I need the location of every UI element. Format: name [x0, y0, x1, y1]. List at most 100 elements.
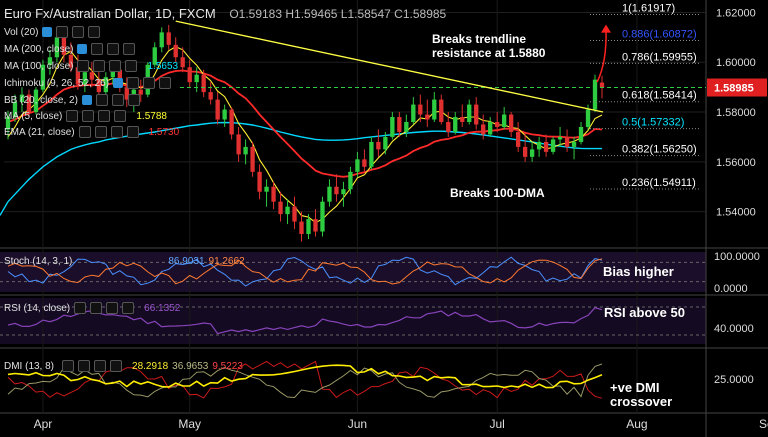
- candle-body: [550, 139, 556, 152]
- candle-body: [446, 122, 451, 132]
- open-value: O1.59183: [229, 7, 283, 21]
- indicator-vol-0[interactable]: Vol (20): [4, 26, 101, 38]
- settings-icon[interactable]: [56, 26, 69, 38]
- indicator-ichimoku-3[interactable]: Ichimoku (9, 26, 52, 26): [4, 77, 172, 89]
- candle-body: [355, 159, 360, 172]
- stoch-annotation: Bias higher: [603, 264, 674, 279]
- indicator-label: EMA (21, close): [4, 126, 75, 138]
- candle-body: [522, 146, 528, 157]
- candle-body: [110, 69, 115, 78]
- settings-icon[interactable]: [107, 43, 120, 55]
- fib-label: 1(1.61917): [622, 3, 675, 15]
- settings-icon[interactable]: [127, 77, 140, 89]
- indicator-bb-4[interactable]: BB (20, close, 2): [4, 94, 140, 106]
- settings-icon[interactable]: [82, 110, 95, 122]
- settings-icon[interactable]: [114, 110, 127, 122]
- candle-body: [585, 109, 591, 127]
- candle-body: [515, 131, 521, 147]
- stoch-label[interactable]: Stoch (14, 3, 1) 86.9031 91.2662: [4, 256, 245, 267]
- indicator-label: MA (100, close): [4, 60, 74, 72]
- candle-body: [397, 117, 402, 132]
- candle-body: [578, 126, 584, 142]
- ma100-line-start: [0, 201, 9, 216]
- candle-body: [362, 159, 367, 167]
- settings-icon[interactable]: [127, 94, 140, 106]
- settings-icon[interactable]: [126, 126, 139, 138]
- stoch-d-line: [7, 258, 603, 285]
- x-tick-label: Aug: [626, 417, 647, 431]
- candle-body: [495, 122, 500, 127]
- candle-body: [285, 206, 290, 215]
- candle-body: [529, 149, 535, 157]
- candle-body: [501, 114, 507, 127]
- trendline-annotation: Breaks trendline resistance at 1.5880: [432, 32, 546, 60]
- indicator-ma-2[interactable]: MA (100, close) 1.5653: [4, 60, 178, 72]
- candle-body: [215, 99, 220, 120]
- settings-icon[interactable]: [125, 60, 138, 72]
- low-value: L1.58547: [340, 7, 391, 21]
- stoch-k-value: 86.9031: [168, 256, 205, 267]
- indicator-ma-1[interactable]: MA (200, close): [4, 43, 136, 55]
- settings-icon[interactable]: [94, 126, 107, 138]
- candle-body: [82, 72, 88, 85]
- candle-body: [54, 37, 60, 58]
- eye-icon[interactable]: [77, 60, 90, 72]
- candle-body: [152, 47, 157, 65]
- candle-body: [341, 189, 346, 195]
- candle-body: [453, 117, 458, 132]
- symbol-title[interactable]: Euro Fx/Australian Dollar, 1D, FXCM: [4, 6, 216, 21]
- settings-icon[interactable]: [91, 43, 104, 55]
- candle-body: [564, 136, 570, 147]
- candle-body: [159, 32, 164, 48]
- dmi-plus-value: 36.9653: [172, 360, 209, 372]
- dmi-label[interactable]: DMI (13, 8) 28.2918 36.9653 9.5223: [4, 360, 243, 372]
- settings-icon[interactable]: [123, 43, 136, 55]
- eye-icon[interactable]: [78, 126, 91, 138]
- settings-icon[interactable]: [93, 60, 106, 72]
- indicator-label: BB (20, close, 2): [4, 94, 78, 106]
- dmi-adx-line: [7, 364, 603, 389]
- eye-icon[interactable]: [113, 78, 124, 88]
- settings-icon[interactable]: [159, 77, 172, 89]
- trendline: [175, 20, 604, 113]
- candle-body: [432, 99, 437, 120]
- rsi-label[interactable]: RSI (14, close) 66.1352: [4, 302, 181, 314]
- eye-icon[interactable]: [81, 95, 92, 105]
- rsi-annotation: RSI above 50: [604, 305, 685, 320]
- settings-icon[interactable]: [88, 26, 101, 38]
- eye-icon[interactable]: [42, 27, 53, 37]
- indicator-value: 1.5730: [148, 126, 180, 138]
- settings-icon[interactable]: [143, 77, 156, 89]
- settings-icon[interactable]: [110, 126, 123, 138]
- eye-icon[interactable]: [66, 110, 79, 122]
- indicator-ma-5[interactable]: MA (5, close) 1.5788: [4, 110, 167, 122]
- last-price-label: 1.58985: [714, 83, 754, 95]
- settings-icon[interactable]: [98, 110, 111, 122]
- candle-body: [75, 67, 81, 85]
- x-tick-label: Apr: [34, 417, 53, 431]
- settings-icon[interactable]: [95, 94, 108, 106]
- candle-body: [376, 141, 381, 150]
- stoch-k-line: [7, 256, 603, 287]
- candle-body: [488, 122, 493, 135]
- candle-body: [68, 54, 74, 68]
- eye-icon[interactable]: [77, 44, 88, 54]
- close-value: C1.58985: [394, 7, 447, 21]
- indicator-ema-6[interactable]: EMA (21, close) 1.5730: [4, 126, 179, 138]
- candle-body: [592, 79, 598, 110]
- settings-icon[interactable]: [72, 26, 85, 38]
- candle-body: [194, 74, 199, 83]
- candle-body: [467, 104, 472, 122]
- indicator-label: Ichimoku (9, 26, 52, 26): [4, 77, 110, 89]
- candle-body: [173, 44, 178, 58]
- settings-icon[interactable]: [111, 94, 124, 106]
- candle-body: [201, 74, 206, 93]
- candle-body: [299, 221, 304, 235]
- candle-body: [180, 57, 185, 68]
- dmi-annotation: +ve DMI crossover: [610, 380, 673, 409]
- candle-body: [320, 201, 325, 232]
- settings-icon[interactable]: [109, 60, 122, 72]
- candle-body: [264, 186, 269, 192]
- candle-body: [571, 141, 577, 147]
